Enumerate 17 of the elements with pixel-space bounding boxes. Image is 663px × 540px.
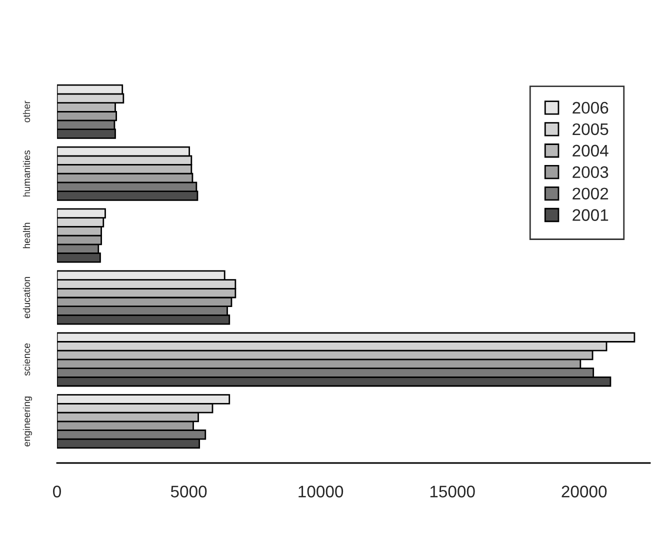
x-tick-label: 15000 <box>430 486 475 498</box>
y-tick-label: education <box>22 277 30 318</box>
y-tick-label: engineering <box>22 396 32 446</box>
y-tick-label: other <box>22 100 30 122</box>
legend-label: 2004 <box>572 144 608 157</box>
x-tick-label: 5000 <box>170 486 207 498</box>
legend-label: 2006 <box>572 102 608 114</box>
y-tick-label: science <box>22 343 30 376</box>
legend-label: 2005 <box>572 123 608 136</box>
y-tick-label: humanities <box>22 150 30 196</box>
legend-label: 2001 <box>572 209 608 221</box>
x-tick-label: 0 <box>53 486 61 498</box>
legend-label: 2002 <box>572 188 608 200</box>
y-tick-label: health <box>22 222 30 248</box>
legend-label: 2003 <box>572 166 608 178</box>
x-tick-label: 20000 <box>562 486 607 498</box>
x-tick-label: 10000 <box>298 486 344 498</box>
